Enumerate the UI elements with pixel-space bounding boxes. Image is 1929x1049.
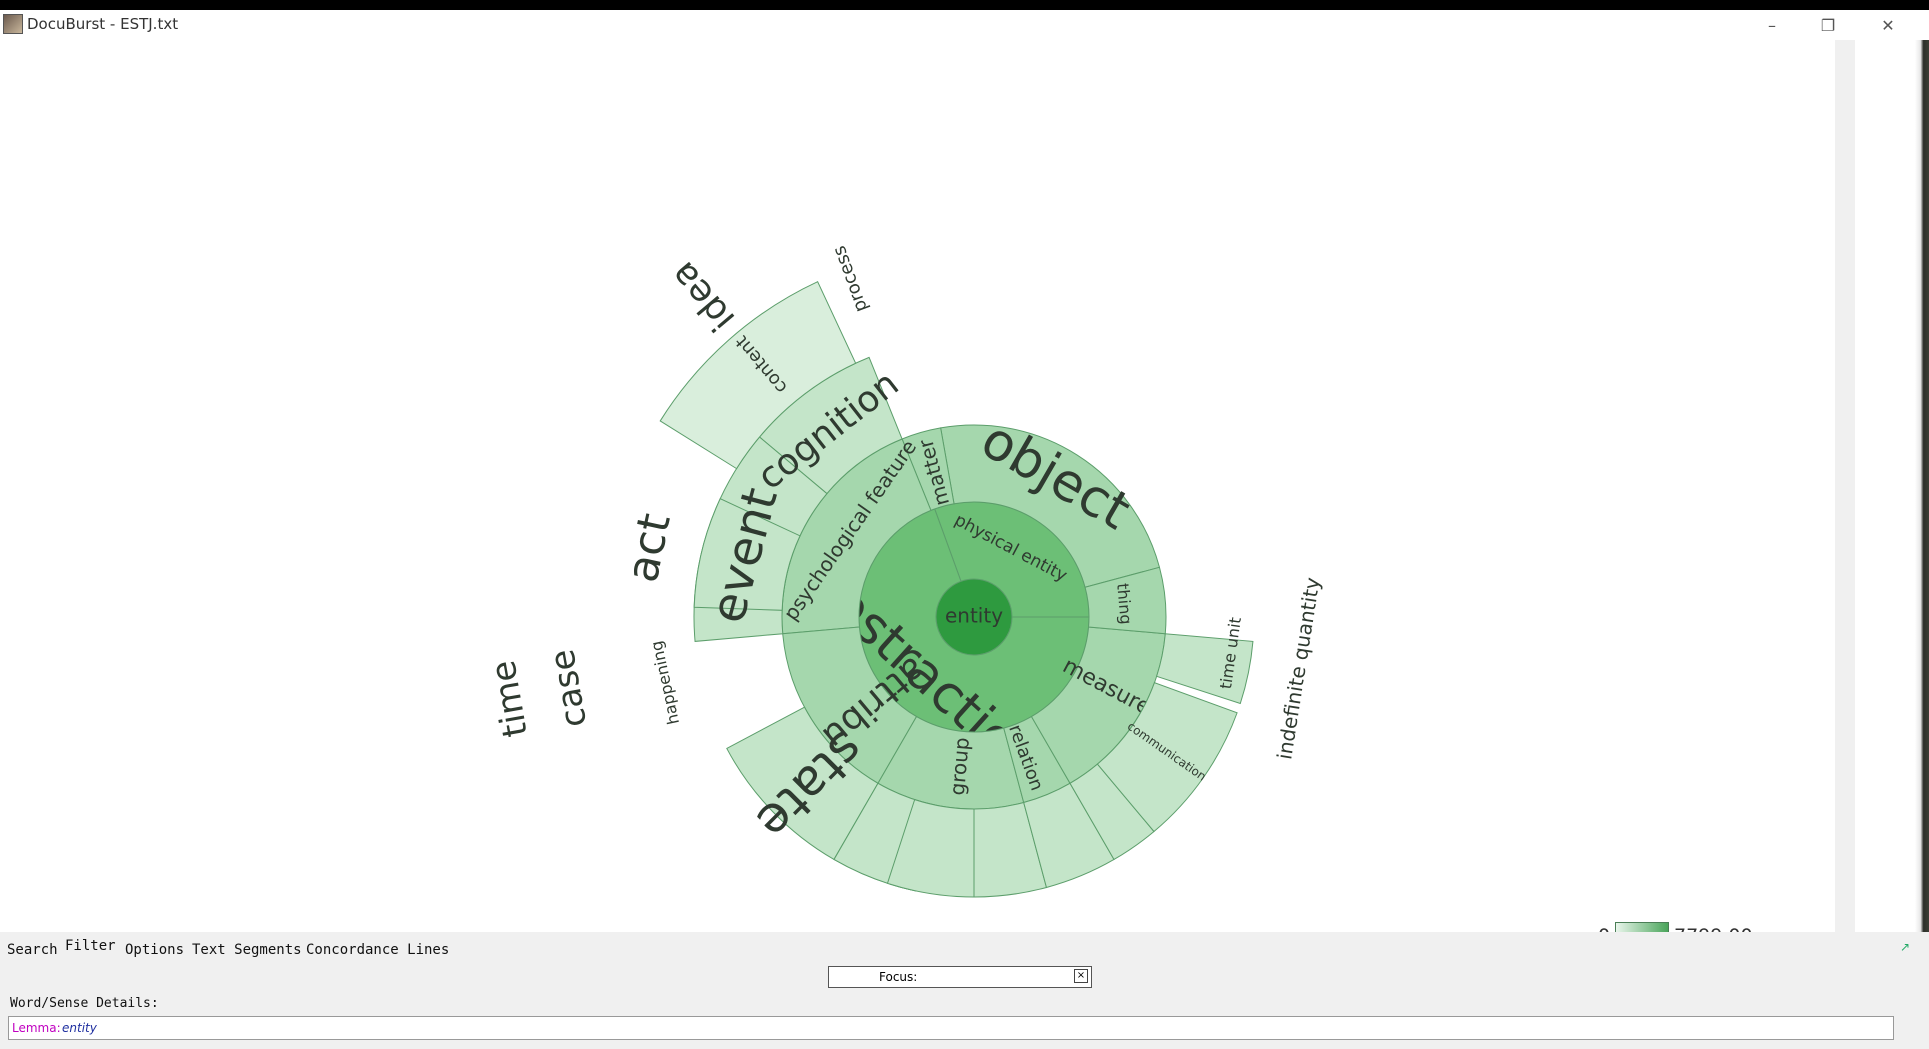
close-icon[interactable]: ✕ [1881,15,1895,35]
ring3-time-unit[interactable] [1155,633,1254,705]
window-edge [1915,40,1929,932]
ring3-part[interactable] [1069,763,1155,861]
tab-filter[interactable]: Filter [65,938,116,954]
ring2-label-thing: thing [1113,583,1136,626]
side-gap [1855,40,1915,932]
ring3-social-group[interactable] [973,801,1048,898]
lemma-key: Lemma: [12,1021,61,1035]
minimize-icon[interactable]: – [1768,15,1776,35]
ring3-possession[interactable] [1023,782,1115,889]
lemma-value: entity [62,1021,97,1035]
ring4-label-happening: happening [647,639,683,726]
top-black-bar [0,0,1929,10]
focus-label: Focus: [879,970,918,984]
sunburst-canvas[interactable]: entity physical entity abstraction object ma… [0,40,1835,932]
tab-bar: Search Filter Options Text Segments Conc… [0,932,1929,962]
ring2-matter[interactable] [901,427,955,512]
details-box: Lemma: entity [8,1016,1894,1040]
ring2-label-group: group [945,736,974,796]
ring3-communication[interactable] [1096,682,1238,833]
color-legend: 0 7799.00 [1598,920,1753,932]
restore-icon[interactable]: ❐ [1820,15,1836,35]
title-bar: DocuBurst - ESTJ.txt – ❐ ✕ [0,10,1929,40]
app-logo-icon [3,14,23,34]
clear-focus-icon[interactable]: × [1074,969,1088,983]
ring2-thing[interactable] [1084,566,1167,635]
ring4-label-time: time [483,658,536,741]
sunburst-root-label: entity [945,604,1003,628]
legend-gradient [1615,922,1669,932]
legend-max: 7799.00 [1674,925,1753,932]
ring4-label-case: case [542,646,595,730]
filter-panel: Focus: × Word/Sense Details: Lemma: enti… [0,962,1929,1049]
tab-concordance-lines[interactable]: Concordance Lines [306,942,450,958]
vertical-scrollbar[interactable] [1835,40,1855,932]
app-window: DocuBurst - ESTJ.txt – ❐ ✕ entity physica… [0,10,1929,1049]
detach-icon[interactable]: ↗ [1900,940,1911,954]
legend-min: 0 [1598,925,1610,932]
ring4-label-process: process [829,243,872,315]
tab-search[interactable]: Search [7,942,58,958]
details-label: Word/Sense Details: [10,996,159,1011]
ring4-label-idea: idea [662,254,743,339]
ring4-label-second: indefinite quantity [1272,576,1325,762]
tab-options[interactable]: Options [125,942,185,958]
ring2-object[interactable] [940,424,1161,588]
focus-field[interactable]: Focus: × [828,966,1092,988]
ring4-content-block[interactable] [659,281,857,470]
ring3-label-act: act [617,509,681,587]
ring3-act[interactable] [693,498,801,611]
tab-text-segments[interactable]: Text Segments [192,942,302,958]
ring3-state[interactable] [726,706,879,861]
window-title: DocuBurst - ESTJ.txt [27,15,179,33]
ring3-people[interactable] [886,798,975,898]
